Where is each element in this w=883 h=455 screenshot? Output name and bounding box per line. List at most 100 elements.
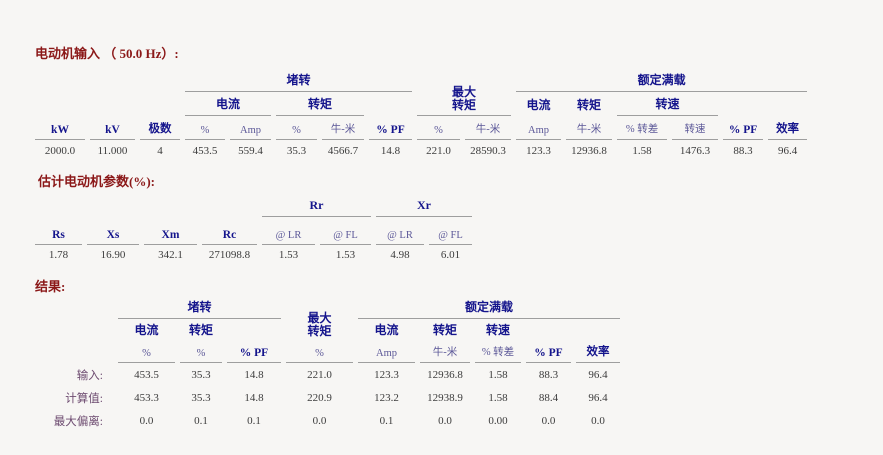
column-header: % PF (227, 341, 281, 363)
value-cell: 0.0 (139, 414, 154, 427)
unit-header: % (118, 341, 175, 363)
results-table: 堵转 最大 转矩 额定满载 电流 转矩 电流 转矩 转速 % % % PF % … (30, 294, 625, 432)
row-label: 计算值: (65, 392, 103, 405)
value-cell: 12936.8 (427, 368, 463, 381)
unit-header: Amp (358, 341, 415, 363)
value-cell: 1.58 (488, 391, 508, 404)
value-cell: 35.3 (191, 391, 211, 404)
group-header-fl-current: 电流 (526, 98, 551, 112)
value-cell: 12936.8 (571, 145, 607, 157)
value-cell: 1.58 (488, 368, 508, 381)
group-header-lr-torque: 转矩 (188, 323, 213, 337)
value-cell: 221.0 (426, 145, 451, 157)
column-header: % PF (723, 116, 764, 140)
section-title-motor-input: 电动机输入 （ 50.0 Hz）: (35, 46, 179, 61)
group-header-max-torque: 最大 转矩 (286, 294, 353, 341)
group-header-rated-full-load: 额定满载 (516, 67, 808, 92)
value-cell: 0.00 (488, 414, 508, 427)
value-cell: 4.98 (390, 248, 410, 261)
unit-header: Amp (516, 116, 562, 140)
group-header-fl-speed: 转速 (485, 323, 510, 337)
unit-header: @ LR (262, 217, 315, 245)
value-cell: 14.8 (380, 145, 401, 157)
column-header: kV (90, 116, 135, 140)
value-cell: 96.4 (588, 391, 608, 404)
value-cell: 453.3 (134, 391, 159, 404)
value-cell: 88.4 (538, 391, 559, 404)
value-cell: 559.4 (238, 145, 263, 157)
table-row: 计算值: 453.3 35.3 14.8 220.9 123.2 12938.9… (35, 386, 620, 409)
value-cell: 123.2 (374, 391, 399, 404)
value-cell: 4566.7 (327, 145, 359, 157)
value-cell: 11.000 (97, 145, 128, 157)
group-header-max-torque-line2: 转矩 (307, 324, 332, 338)
motor-input-table: 堵转 最大 转矩 额定满载 电流 转矩 电流 转矩 转速 kW kV 极数 % … (30, 67, 812, 162)
value-cell: 1476.3 (679, 145, 711, 157)
unit-header: 牛-米 (420, 341, 470, 363)
value-cell: 1.53 (335, 248, 356, 261)
value-cell: 96.4 (588, 368, 608, 381)
value-cell: 0.1 (194, 414, 208, 427)
value-cell: 1.53 (278, 248, 299, 261)
group-header-fl-torque: 转矩 (432, 323, 457, 337)
unit-header: 牛-米 (322, 116, 364, 140)
value-cell: 14.8 (244, 368, 264, 381)
value-cell: 0.0 (591, 414, 605, 427)
unit-header: % (417, 116, 461, 140)
unit-header: % 转差 (475, 341, 521, 363)
unit-header: % (286, 341, 353, 363)
group-header-fl-current: 电流 (374, 323, 399, 337)
value-cell: 453.5 (134, 368, 159, 381)
column-header: 极数 (140, 116, 180, 140)
value-cell: 88.3 (733, 145, 753, 157)
est-params-table: Rr Xr Rs Xs Xm Rc @ LR @ FL @ LR @ FL 1.… (30, 196, 477, 264)
value-cell: 12938.9 (427, 391, 463, 404)
group-header-fl-speed: 转速 (617, 92, 719, 116)
value-cell: 0.0 (312, 414, 327, 427)
value-cell: 0.0 (541, 414, 556, 427)
value-cell: 453.5 (192, 145, 218, 157)
section-title-est-params: 估计电动机参数(%): (38, 174, 155, 189)
value-cell: 88.3 (538, 368, 559, 381)
group-header-lr-current: 电流 (185, 92, 271, 116)
unit-header: 牛-米 (465, 116, 512, 140)
group-header-lr-torque: 转矩 (276, 92, 364, 116)
group-header-max-torque-line1: 最大 (307, 311, 332, 325)
column-header: 效率 (576, 341, 621, 363)
value-cell: 4 (157, 145, 163, 157)
group-header-rr: Rr (262, 196, 371, 217)
value-cell: 0.1 (247, 414, 261, 427)
unit-header: @ FL (429, 217, 472, 245)
value-cell: 342.1 (158, 248, 183, 261)
row-label: 最大偏离: (53, 415, 103, 428)
table-row: 输入: 453.5 35.3 14.8 221.0 123.3 12936.8 … (35, 363, 620, 386)
group-header-max-torque-line2: 转矩 (452, 98, 477, 112)
value-cell: 0.0 (438, 414, 452, 427)
unit-header: % 转差 (617, 116, 668, 140)
value-cell: 35.3 (286, 145, 307, 157)
value-cell: 0.1 (379, 414, 394, 427)
group-header-max-torque-line1: 最大 (452, 85, 477, 99)
column-header: Xm (144, 217, 197, 245)
value-cell: 2000.0 (44, 145, 76, 157)
value-cell: 1.58 (632, 145, 652, 157)
unit-header: @ LR (376, 217, 424, 245)
value-cell: 1.78 (48, 248, 69, 261)
unit-header: % (276, 116, 317, 140)
value-cell: 96.4 (777, 145, 798, 157)
group-header-rated-full-load: 额定满载 (358, 294, 621, 319)
unit-header: % (185, 116, 225, 140)
value-cell: 35.3 (191, 368, 211, 381)
value-cell: 6.01 (440, 248, 461, 261)
column-header: 效率 (768, 116, 808, 140)
unit-header: 牛-米 (566, 116, 613, 140)
column-header: % PF (369, 116, 413, 140)
group-header-locked-rotor: 堵转 (185, 67, 413, 92)
group-header-max-torque: 最大 转矩 (417, 67, 512, 116)
unit-header: @ FL (320, 217, 371, 245)
column-header: Rs (35, 217, 82, 245)
section-title-results: 结果: (35, 279, 66, 294)
column-header: % PF (526, 341, 571, 363)
column-header: Xs (87, 217, 139, 245)
